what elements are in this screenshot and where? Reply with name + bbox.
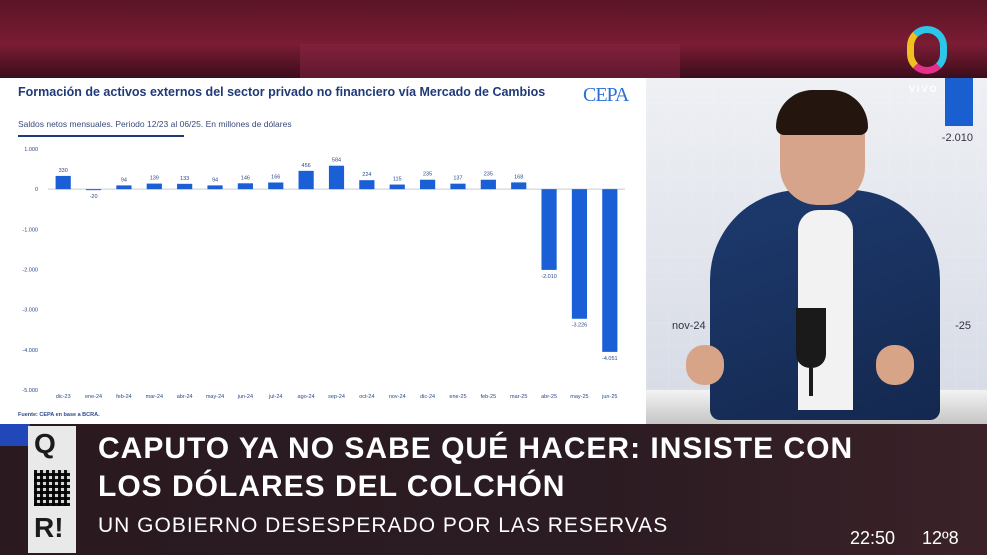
bar <box>116 185 132 190</box>
y-tick-label: -4.000 <box>22 348 38 354</box>
temperature: 12º8 <box>922 528 959 548</box>
x-tick-label: oct-24 <box>359 394 374 400</box>
bar <box>237 183 253 190</box>
x-tick-label: feb-24 <box>116 394 132 400</box>
screen-bar <box>945 78 973 126</box>
cepa-logo: CEPA <box>583 84 629 106</box>
x-tick-label: ago-24 <box>298 394 315 400</box>
data-label: -2.010 <box>541 274 557 280</box>
y-tick-label: -1.000 <box>22 227 38 233</box>
data-label: 146 <box>241 175 250 181</box>
data-label: -20 <box>90 194 98 200</box>
clock: 22:50 <box>850 528 896 548</box>
data-label: 94 <box>212 177 218 183</box>
qr-block: Q R! <box>28 426 76 553</box>
bar <box>541 189 557 270</box>
bar <box>420 179 436 190</box>
data-label: 166 <box>271 174 280 180</box>
x-tick-label: may-25 <box>570 394 588 400</box>
x-tick-label: nov-24 <box>389 394 406 400</box>
y-tick-label: -3.000 <box>22 308 38 314</box>
x-tick-label: mar-25 <box>510 394 527 400</box>
bar <box>85 189 102 191</box>
chart-title: Formación de activos externos del sector… <box>18 85 546 99</box>
subheadline: UN GOBIERNO DESESPERADO POR LAS RESERVAS <box>98 514 669 537</box>
bar <box>177 183 193 190</box>
x-tick-label: abr-24 <box>177 394 193 400</box>
data-label: 456 <box>302 163 311 169</box>
screen-tick-left: nov-24 <box>672 320 706 332</box>
bar <box>450 183 466 190</box>
qr-code-icon <box>34 470 70 506</box>
bar <box>298 170 314 190</box>
data-label: 235 <box>423 172 432 178</box>
data-label: 168 <box>514 174 523 180</box>
wine-glass <box>796 308 826 368</box>
lower-third-accent <box>0 424 30 446</box>
chart-subtitle: Saldos netos mensuales. Periodo 12/23 al… <box>18 119 292 129</box>
data-label: 235 <box>484 172 493 178</box>
headline-line-2: LOS DÓLARES DEL COLCHÓN <box>98 470 566 503</box>
x-tick-label: dic-23 <box>56 394 71 400</box>
chart-source: Fuente: CEPA en base a BCRA. <box>18 412 100 418</box>
headline-line-1: CAPUTO YA NO SABE QUÉ HACER: INSISTE CON <box>98 432 854 465</box>
bar-chart: 1.000 0 -1.000 -2.000 -3.000 -4.000 -5.000 330 d… <box>22 147 625 400</box>
bar <box>602 189 618 352</box>
bar <box>389 184 405 190</box>
y-tick-label: -5.000 <box>22 388 38 394</box>
x-tick-label: jun-24 <box>237 394 253 400</box>
x-tick-label: jun-25 <box>601 394 617 400</box>
x-tick-label: abr-25 <box>541 394 557 400</box>
screen-tick-right: -25 <box>955 320 971 332</box>
x-tick-label: may-24 <box>206 394 224 400</box>
data-label: 115 <box>393 177 402 183</box>
bar <box>359 180 375 190</box>
data-label: 224 <box>362 172 371 178</box>
x-tick-label: feb-25 <box>481 394 497 400</box>
lower-third: Q R! CAPUTO YA NO SABE QUÉ HACER: INSIST… <box>0 424 987 555</box>
qr-bottom-letter: R! <box>34 512 64 543</box>
y-tick-label: 1.000 <box>24 147 38 153</box>
data-label: -3.226 <box>572 323 588 329</box>
data-label: 139 <box>150 176 159 182</box>
screen-bar-label: -2.010 <box>941 132 973 144</box>
live-label: VIVO <box>909 84 939 94</box>
x-tick-label: dic-24 <box>420 394 435 400</box>
bar <box>328 165 345 190</box>
bar <box>55 175 71 190</box>
x-tick-label: jul-24 <box>268 394 282 400</box>
bar <box>268 182 284 190</box>
bar <box>571 189 588 319</box>
bar <box>480 179 496 190</box>
y-tick-label: 0 <box>35 187 38 193</box>
x-tick-label: mar-24 <box>146 394 163 400</box>
qr-top-letter: Q <box>34 428 56 459</box>
data-label: 133 <box>180 176 189 182</box>
data-label: 330 <box>59 168 68 174</box>
chart-card: Formación de activos externos del sector… <box>0 78 646 424</box>
bar <box>511 182 527 190</box>
data-label: 94 <box>121 177 127 183</box>
channel-logo: VIVO <box>903 26 951 94</box>
presenter <box>680 90 970 420</box>
data-label: -4.051 <box>602 356 618 362</box>
x-tick-label: ene-24 <box>85 394 102 400</box>
bar <box>207 185 223 190</box>
title-rule <box>18 135 184 137</box>
data-label: 137 <box>453 176 462 182</box>
x-tick-label: ene-25 <box>449 394 466 400</box>
bar <box>146 183 162 190</box>
y-tick-label: -2.000 <box>22 268 38 274</box>
data-label: 584 <box>332 158 341 164</box>
x-tick-label: sep-24 <box>328 394 345 400</box>
